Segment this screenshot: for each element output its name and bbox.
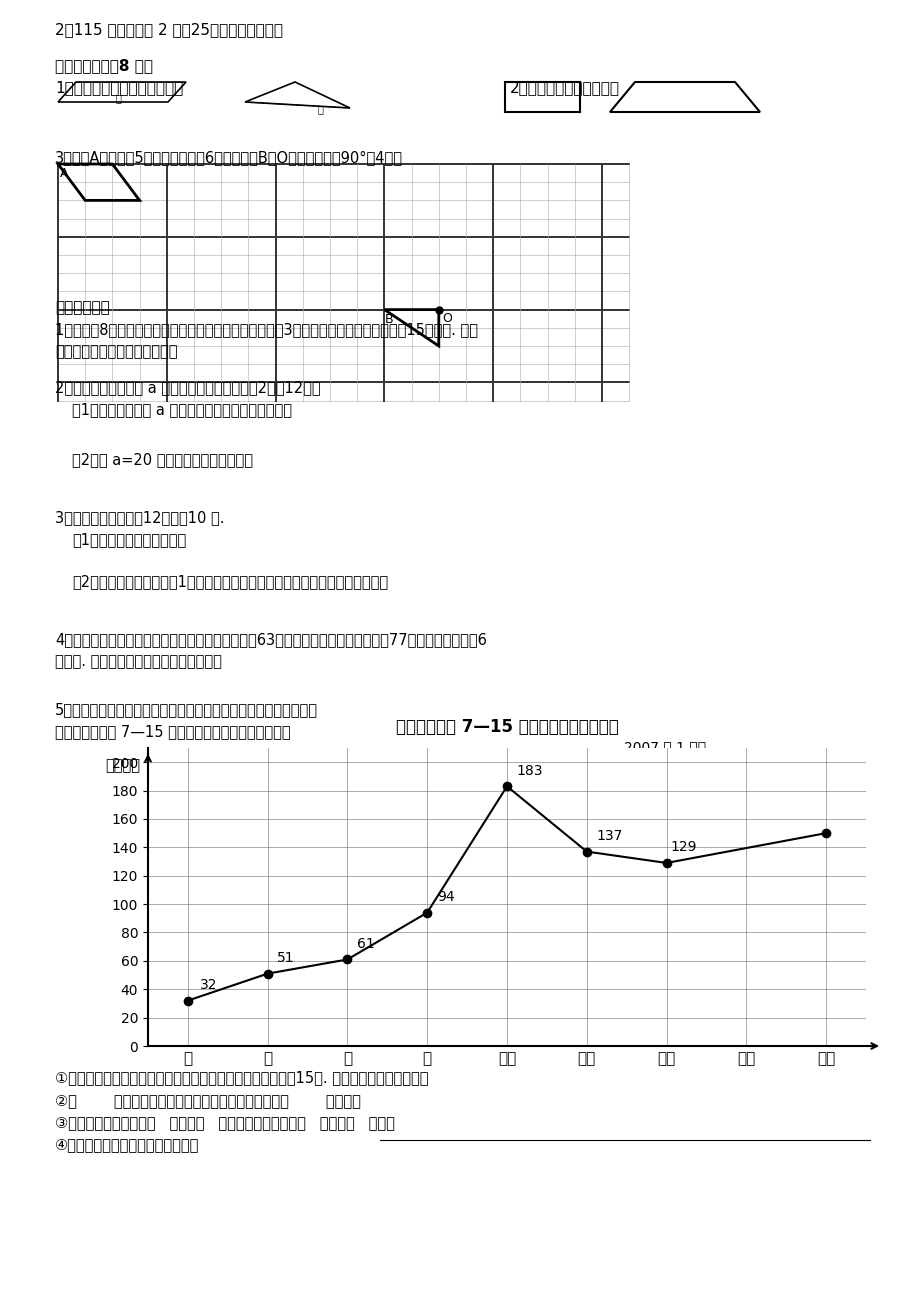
Text: 1、一个长8米的长方形花圈，因修建路将花圈的长减少了3米，这样花圈的面积就减少了15平方米. 现在: 1、一个长8米的长方形花圈，因修建路将花圈的长减少了3米，这样花圈的面积就减少了… (55, 322, 478, 337)
Text: 2、画出下面各图的对称轴: 2、画出下面各图的对称轴 (509, 79, 619, 95)
Text: （1）这个水池周长多少米？: （1）这个水池周长多少米？ (72, 533, 186, 547)
Text: 这个花圈的面积是多少平方米？: 这个花圈的面积是多少平方米？ (55, 344, 177, 359)
Text: 1、画出下面各图底边上的高。: 1、画出下面各图底边上的高。 (55, 79, 183, 95)
Text: 94: 94 (437, 891, 454, 904)
Text: ①第十五届多哈亚运会中国代表团的金牌数比第十四届增加了15块. 把上面的统计图画完整。: ①第十五届多哈亚运会中国代表团的金牌数比第十四届增加了15块. 把上面的统计图画… (55, 1070, 428, 1085)
Text: 2、学校舞蹈队有男生 a 名，女生的人数是男生的2倍少12名。: 2、学校舞蹈队有男生 a 名，女生的人数是男生的2倍少12名。 (55, 380, 321, 395)
Text: ②（        ）届亚运会中国代表团获得的金牌数最多，（        ）最少。: ②（ ）届亚运会中国代表团获得的金牌数最多，（ ）最少。 (55, 1092, 360, 1108)
Text: 2007 年 1 月制: 2007 年 1 月制 (623, 740, 705, 754)
Text: A: A (60, 167, 68, 180)
Text: O: O (441, 311, 451, 324)
Text: B: B (384, 312, 392, 326)
Text: 61: 61 (357, 937, 374, 950)
Text: 183: 183 (516, 764, 542, 777)
Text: 137: 137 (596, 829, 622, 844)
Text: 3、将图A向右平移5格，再向下平移6格，将图形B绖O点逆时针旋转90°（4分）: 3、将图A向右平移5格，再向下平移6格，将图形B绖O点逆时针旋转90°（4分） (55, 150, 403, 165)
Text: 32: 32 (199, 978, 217, 992)
Text: 5、中国代表团在亚洲运动会上金牌数已经连续七居高居榜首，下面: 5、中国代表团在亚洲运动会上金牌数已经连续七居高居榜首，下面 (55, 702, 318, 717)
Text: 底: 底 (317, 104, 323, 115)
Text: 六、解决问题: 六、解决问题 (55, 299, 109, 315)
Text: 129: 129 (670, 840, 697, 854)
Text: 五、画一画。（8 分）: 五、画一画。（8 分） (55, 59, 153, 73)
Text: （1）用含有未知数 a 的式子表示舞蹈队共有多少人。: （1）用含有未知数 a 的式子表示舞蹈队共有多少人。 (72, 402, 291, 417)
Text: ③金牌数上升最快的是（   ）届到（   ）届，下降最快的是（   ）届到（   ）届。: ③金牌数上升最快的是（ ）届到（ ）届，下降最快的是（ ）届到（ ）届。 (55, 1115, 394, 1130)
Text: 个班级. 三、四年级一共借阅图书多少本？: 个班级. 三、四年级一共借阅图书多少本？ (55, 654, 221, 669)
Text: 单位：块: 单位：块 (105, 758, 140, 773)
Text: 底: 底 (116, 92, 121, 103)
Text: （2）沿水池四周修一条劘1米的小路、小路面积多大？（先画图分析，再解答）: （2）沿水池四周修一条劘1米的小路、小路面积多大？（先画图分析，再解答） (72, 574, 388, 589)
Text: 是中国代表团第 7—15 届亚运会获得金牌情况统计图。: 是中国代表团第 7—15 届亚运会获得金牌情况统计图。 (55, 724, 290, 740)
Bar (505, 82, 579, 112)
Text: （2）当 a=20 时，舞蹈队共有多少人？: （2）当 a=20 时，舞蹈队共有多少人？ (72, 452, 253, 467)
Text: 中国代表团第 7—15 屆获得金牌情况统计图: 中国代表团第 7—15 屆获得金牌情况统计图 (395, 717, 618, 736)
Text: 3、一个长方形水池长12米，兤10 米.: 3、一个长方形水池长12米，兤10 米. (55, 510, 224, 525)
Text: ④看了这幅统计图，你有什么想法？: ④看了这幅统计图，你有什么想法？ (55, 1137, 199, 1152)
Text: 51: 51 (277, 952, 295, 965)
Text: 2、115 比一个数的 2 倍少25，这个数是多少？: 2、115 比一个数的 2 倍少25，这个数是多少？ (55, 22, 283, 36)
Text: 4、根据学校图书馆统计，三年级平均每班借阅图杖63本，四年级平均每班借阅图杖77本，两个年级各有6: 4、根据学校图书馆统计，三年级平均每班借阅图杖63本，四年级平均每班借阅图杖77… (55, 631, 486, 647)
